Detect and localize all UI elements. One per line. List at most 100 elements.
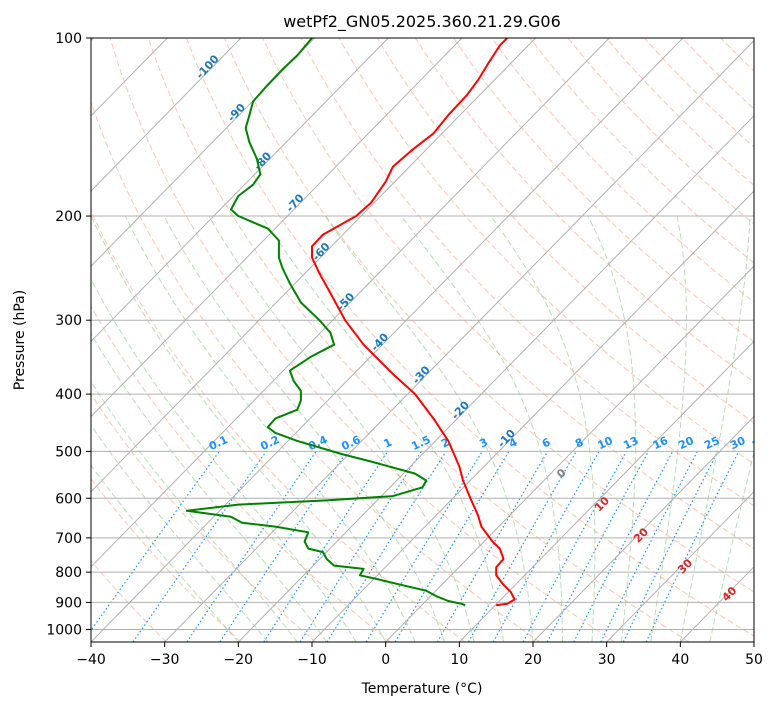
mixing-ratio-label: 36 [750, 434, 770, 452]
isotherm-line [91, 38, 463, 418]
grid-lines [91, 38, 754, 630]
mixing-ratio-label: 20 [677, 434, 697, 452]
mixing-ratio-label: 3 [477, 436, 489, 451]
y-tick-label: 800 [55, 565, 82, 581]
mixing-ratio-label: 13 [621, 434, 640, 452]
moist-adiabat-line [91, 215, 387, 642]
moist-adiabat-line [679, 215, 751, 642]
isotherm-line [532, 415, 754, 642]
x-tick-label: 20 [524, 652, 542, 668]
isotherm-line [237, 115, 754, 642]
x-axis-ticks: −40 −30 −20 −10 0 10 20 30 40 50 [76, 642, 763, 668]
y-tick-label: 600 [55, 491, 82, 507]
mixing-ratio-label: 0.1 [207, 433, 230, 453]
dry-adiabats [91, 38, 754, 642]
dry-adiabat-line [91, 305, 391, 642]
dry-adiabat-line [109, 38, 615, 642]
isotherm-label: -20 [449, 398, 472, 422]
y-tick-label: 700 [55, 531, 82, 547]
x-tick-label: −30 [150, 652, 180, 668]
y-axis-ticks: 100 200 300 400 500 600 700 800 900 1000 [46, 31, 91, 638]
moist-adiabat-line [400, 215, 563, 642]
isotherm-line [311, 190, 754, 642]
moist-adiabat-label: 20 [631, 525, 651, 545]
isotherm-label: -70 [284, 191, 307, 215]
mixing-ratio-label: 1.5 [409, 433, 432, 453]
isotherm-line [606, 490, 754, 642]
dry-adiabat-line [376, 38, 754, 424]
isotherm-line [91, 38, 315, 267]
mixing-ratio-line [622, 451, 719, 642]
x-tick-label: 10 [450, 652, 468, 668]
mixing-ratio-line [467, 451, 577, 642]
mixing-ratio-line [219, 451, 348, 642]
y-axis-label: Pressure (hPa) [12, 290, 28, 390]
mixing-ratio-label: 0.2 [258, 433, 281, 453]
mixing-ratio-label: 25 [702, 434, 721, 452]
moist-adiabat-line [91, 424, 269, 642]
mixing-ratio-line [394, 451, 510, 642]
mixing-ratio-line [600, 451, 698, 642]
mixing-ratio-label: 0.6 [339, 433, 362, 453]
x-tick-label: −10 [297, 652, 327, 668]
mixing-ratio-line [365, 451, 483, 642]
isotherm-line [385, 265, 754, 642]
moist-adiabat-line [650, 215, 687, 642]
isotherm-line [458, 340, 754, 642]
mixing-ratio-label: 4 [507, 435, 520, 450]
isotherm-label: -100 [193, 52, 222, 81]
moist-adiabat-line [208, 215, 475, 642]
dry-adiabat-line [91, 209, 466, 642]
dry-adiabat-line [643, 38, 754, 148]
mixing-ratio-lines [91, 451, 740, 642]
moist-adiabats [91, 215, 754, 642]
mixing-ratio-line [132, 451, 267, 642]
y-tick-label: 100 [55, 31, 82, 47]
moist-adiabat-line [587, 215, 636, 642]
dry-adiabat-line [147, 38, 690, 642]
moist-adiabat-line [124, 215, 416, 642]
moist-adiabat-line [490, 215, 596, 642]
moist-adiabat-label: 0 [554, 466, 569, 481]
dry-adiabat-line [338, 38, 754, 465]
moist-adiabat-line [709, 450, 754, 642]
moist-adiabat-line [163, 215, 446, 642]
isotherm-line [91, 38, 684, 642]
isotherm-line [91, 38, 389, 343]
plot-frame [90, 37, 755, 643]
moist-adiabat-line [91, 380, 298, 642]
mixing-ratio-line [186, 451, 317, 642]
mixing-ratio-line [522, 451, 627, 642]
dry-adiabat-line [414, 38, 754, 383]
mixing-ratio-line [263, 451, 389, 642]
mixing-ratio-line [91, 451, 220, 632]
mixing-ratio-line [492, 451, 600, 642]
x-tick-label: 50 [745, 652, 763, 668]
dry-adiabat-line [91, 393, 317, 642]
plot-area: -100-90-80-70-60-50-40-30-20-100.1 0.2 0.4… [91, 38, 770, 642]
y-tick-label: 500 [55, 444, 82, 460]
x-tick-label: 0 [381, 652, 390, 668]
mixing-ratio-line [573, 451, 674, 642]
isotherm-label: -30 [410, 363, 433, 387]
moist-adiabat-line [324, 215, 534, 642]
dry-adiabat-line [720, 38, 754, 72]
isotherm-line [91, 38, 610, 568]
dry-adiabat-line [91, 559, 167, 642]
moist-adiabat-line [91, 332, 328, 642]
moist-adiabat-label: 10 [592, 494, 612, 514]
y-tick-label: 400 [55, 387, 82, 403]
mixing-ratio-label: 1 [382, 436, 394, 451]
isotherm-line [91, 38, 536, 493]
isotherm-label: -90 [225, 101, 248, 125]
y-tick-label: 300 [55, 313, 82, 329]
x-tick-label: −40 [76, 652, 106, 668]
dry-adiabat-line [91, 478, 242, 642]
x-axis-label: Temperature (°C) [361, 681, 483, 697]
sounding-profiles [185, 38, 516, 607]
chart-title: wetPf2_GN05.2025.360.21.29.G06 [283, 12, 561, 32]
mixing-ratio-label: 30 [728, 434, 748, 452]
mixing-ratio-line [436, 451, 549, 642]
moist-adiabat-line [91, 278, 357, 642]
